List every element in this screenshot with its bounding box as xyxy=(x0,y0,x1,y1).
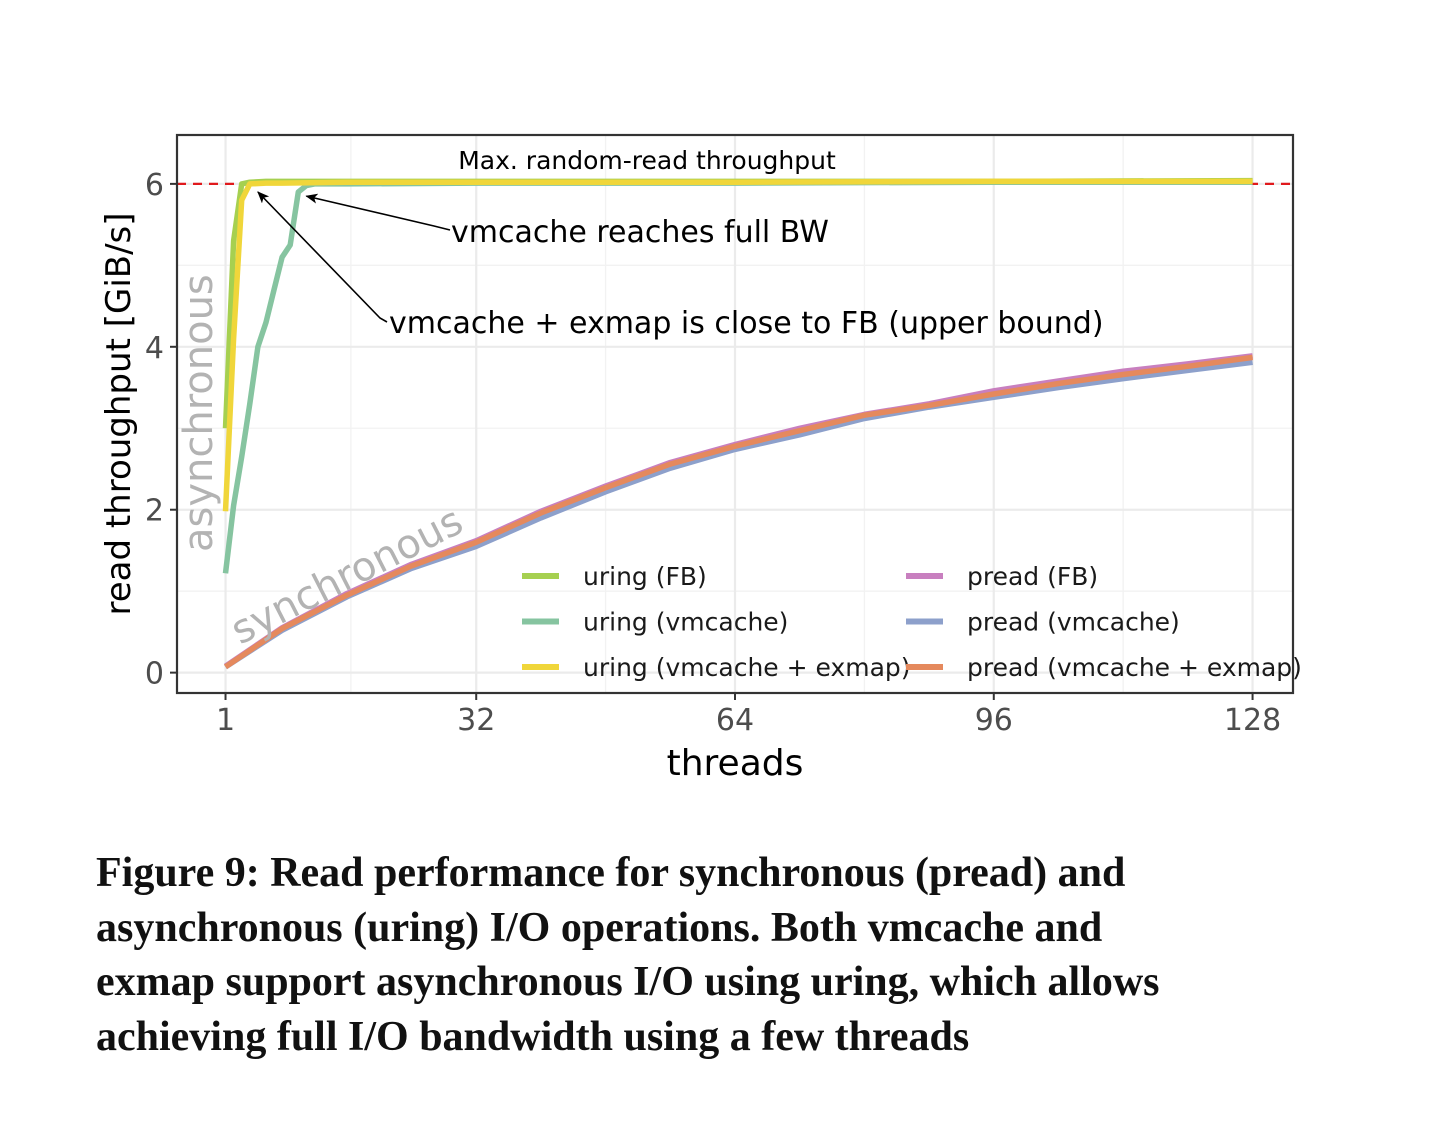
caption-line-3: exmap support asynchronous I/O using uri… xyxy=(96,959,1160,1005)
legend-label: pread (FB) xyxy=(967,562,1098,591)
annotation-full-bw: vmcache reaches full BW xyxy=(451,215,829,250)
max-throughput-label: Max. random-read throughput xyxy=(458,146,836,175)
legend-label: uring (vmcache) xyxy=(583,608,788,637)
y-tick-label: 6 xyxy=(145,168,164,203)
grid xyxy=(177,135,1293,693)
series-line xyxy=(223,354,1253,670)
y-tick-label: 2 xyxy=(145,494,164,529)
x-tick-label: 1 xyxy=(216,703,235,738)
legend-label: uring (vmcache + exmap) xyxy=(583,653,911,682)
series-lines xyxy=(222,177,1253,670)
x-tick-label: 96 xyxy=(975,703,1013,738)
annotation-close-to-fb: vmcache + exmap is close to FB (upper bo… xyxy=(389,306,1104,341)
series-line xyxy=(222,178,1253,512)
x-tick-label: 128 xyxy=(1224,703,1281,738)
axes: 1 32 64 96 128 0 2 4 6 threads read throughput [Gi… xyxy=(99,133,1295,784)
legend-label: uring (FB) xyxy=(583,562,707,591)
caption-line-2: asynchronous (uring) I/O operations. Bot… xyxy=(96,904,1103,951)
x-tick-label: 32 xyxy=(457,703,495,738)
caption-line-1: Figure 9: Read performance for synchrono… xyxy=(96,850,1126,896)
y-tick-label: 0 xyxy=(145,657,164,692)
y-tick-label: 4 xyxy=(145,331,164,366)
legend: uring (FB) uring (vmcache) uring (vmcache … xyxy=(522,562,1302,682)
figure-caption: Figure 9: Read performance for synchrono… xyxy=(96,846,1296,1064)
throughput-chart: Max. random-read throughput asynchronous… xyxy=(99,133,1302,784)
legend-label: pread (vmcache + exmap) xyxy=(967,653,1302,682)
asynchronous-label: asynchronous xyxy=(176,274,222,552)
caption-line-4: achieving full I/O bandwidth using a few… xyxy=(96,1013,970,1060)
x-axis-title: threads xyxy=(667,743,804,784)
annotation-arrow xyxy=(257,191,388,323)
annotation-arrow xyxy=(305,193,451,231)
y-axis-title: read throughput [GiB/s] xyxy=(99,212,139,615)
legend-label: pread (vmcache) xyxy=(967,608,1180,637)
x-tick-label: 64 xyxy=(716,703,754,738)
